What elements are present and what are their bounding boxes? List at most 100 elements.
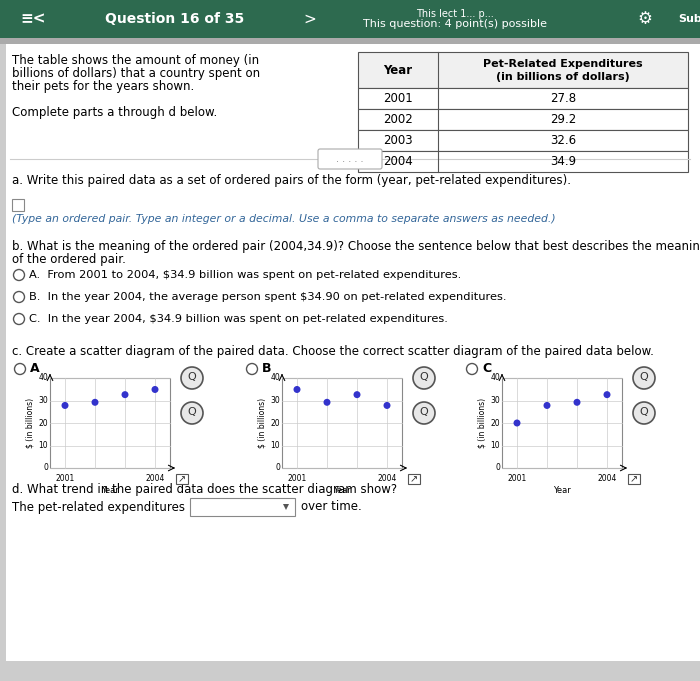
FancyBboxPatch shape	[282, 378, 402, 468]
Text: . . . . .: . . . . .	[336, 154, 364, 164]
Text: 0: 0	[275, 464, 280, 473]
Text: C.  In the year 2004, $34.9 billion was spent on pet-related expenditures.: C. In the year 2004, $34.9 billion was s…	[29, 314, 448, 324]
Text: 10: 10	[38, 441, 48, 450]
Text: 29.2: 29.2	[550, 113, 576, 126]
Circle shape	[246, 364, 258, 375]
FancyBboxPatch shape	[0, 44, 700, 681]
Text: 30: 30	[490, 396, 500, 405]
Circle shape	[413, 402, 435, 424]
FancyBboxPatch shape	[0, 38, 700, 44]
Text: $ (in billions): $ (in billions)	[25, 398, 34, 448]
FancyBboxPatch shape	[408, 474, 420, 484]
Text: B.  In the year 2004, the average person spent $34.90 on pet-related expenditure: B. In the year 2004, the average person …	[29, 292, 507, 302]
FancyBboxPatch shape	[0, 0, 700, 38]
Text: C: C	[482, 362, 491, 375]
Circle shape	[466, 364, 477, 375]
Text: 40: 40	[38, 373, 48, 383]
Text: 2004: 2004	[597, 474, 617, 483]
Circle shape	[122, 391, 129, 398]
Text: 32.6: 32.6	[550, 134, 576, 147]
Text: 2001: 2001	[55, 474, 75, 483]
FancyBboxPatch shape	[12, 199, 24, 211]
Text: Year: Year	[553, 486, 571, 495]
Text: Q: Q	[419, 407, 428, 417]
Text: 0: 0	[495, 464, 500, 473]
Circle shape	[413, 367, 435, 389]
Circle shape	[13, 313, 24, 325]
Text: ↗: ↗	[178, 474, 186, 484]
Text: The pet-related expenditures: The pet-related expenditures	[12, 501, 185, 513]
Circle shape	[543, 402, 550, 409]
Circle shape	[384, 402, 391, 409]
Circle shape	[13, 291, 24, 302]
FancyBboxPatch shape	[358, 130, 688, 151]
Circle shape	[181, 367, 203, 389]
FancyBboxPatch shape	[358, 151, 688, 172]
Text: 34.9: 34.9	[550, 155, 576, 168]
Text: Pet-Related Expenditures: Pet-Related Expenditures	[483, 59, 643, 69]
Circle shape	[13, 270, 24, 281]
Text: Q: Q	[188, 407, 197, 417]
Text: ≡<: ≡<	[20, 12, 46, 27]
FancyBboxPatch shape	[358, 109, 688, 130]
Circle shape	[633, 402, 655, 424]
Text: ↗: ↗	[630, 474, 638, 484]
Text: The table shows the amount of money (in: The table shows the amount of money (in	[12, 54, 259, 67]
Circle shape	[633, 367, 655, 389]
Text: A: A	[30, 362, 40, 375]
Text: a. Write this paired data as a set of ordered pairs of the form (year, pet-relat: a. Write this paired data as a set of or…	[12, 174, 571, 187]
FancyBboxPatch shape	[502, 378, 622, 468]
Text: Q: Q	[640, 407, 648, 417]
Text: 40: 40	[490, 373, 500, 383]
Text: 40: 40	[270, 373, 280, 383]
Polygon shape	[283, 504, 289, 510]
Text: 2001: 2001	[508, 474, 526, 483]
Text: 2001: 2001	[383, 92, 413, 105]
Text: Q: Q	[640, 372, 648, 382]
Circle shape	[293, 386, 300, 393]
Circle shape	[603, 391, 610, 398]
Text: ↗: ↗	[410, 474, 418, 484]
Text: Sub: Sub	[678, 14, 700, 24]
Text: 2001: 2001	[288, 474, 307, 483]
Text: 0: 0	[43, 464, 48, 473]
Text: Question 16 of 35: Question 16 of 35	[106, 12, 244, 26]
Text: Year: Year	[384, 63, 412, 76]
Circle shape	[573, 399, 580, 406]
Text: their pets for the years shown.: their pets for the years shown.	[12, 80, 195, 93]
FancyBboxPatch shape	[50, 378, 170, 468]
FancyBboxPatch shape	[358, 88, 688, 109]
Text: 20: 20	[491, 419, 500, 428]
Text: >: >	[304, 12, 316, 27]
FancyBboxPatch shape	[358, 52, 688, 88]
Text: Year: Year	[101, 486, 119, 495]
Text: 10: 10	[491, 441, 500, 450]
FancyBboxPatch shape	[628, 474, 640, 484]
Text: b. What is the meaning of the ordered pair (2004,34.9)? Choose the sentence belo: b. What is the meaning of the ordered pa…	[12, 240, 700, 253]
Text: 30: 30	[38, 396, 48, 405]
Text: This question: 4 point(s) possible: This question: 4 point(s) possible	[363, 19, 547, 29]
Text: d. What trend in the paired data does the scatter diagram show?: d. What trend in the paired data does th…	[12, 483, 397, 496]
Text: 2004: 2004	[383, 155, 413, 168]
FancyBboxPatch shape	[0, 661, 700, 681]
Text: of the ordered pair.: of the ordered pair.	[12, 253, 126, 266]
Text: 2003: 2003	[383, 134, 413, 147]
Text: c. Create a scatter diagram of the paired data. Choose the correct scatter diagr: c. Create a scatter diagram of the paire…	[12, 345, 654, 358]
Text: $ (in billions): $ (in billions)	[258, 398, 267, 448]
Text: ⚙: ⚙	[638, 10, 652, 28]
Text: 10: 10	[270, 441, 280, 450]
Circle shape	[92, 399, 99, 406]
Text: A.  From 2001 to 2004, $34.9 billion was spent on pet-related expenditures.: A. From 2001 to 2004, $34.9 billion was …	[29, 270, 461, 280]
FancyBboxPatch shape	[176, 474, 188, 484]
Circle shape	[15, 364, 25, 375]
Circle shape	[514, 419, 521, 426]
Text: This lect 1... p...: This lect 1... p...	[416, 9, 494, 19]
Text: 2004: 2004	[146, 474, 164, 483]
Text: Q: Q	[419, 372, 428, 382]
FancyBboxPatch shape	[318, 149, 382, 169]
FancyBboxPatch shape	[190, 498, 295, 516]
Text: B: B	[262, 362, 272, 375]
Text: Complete parts a through d below.: Complete parts a through d below.	[12, 106, 217, 119]
Text: 2002: 2002	[383, 113, 413, 126]
FancyBboxPatch shape	[0, 44, 6, 681]
